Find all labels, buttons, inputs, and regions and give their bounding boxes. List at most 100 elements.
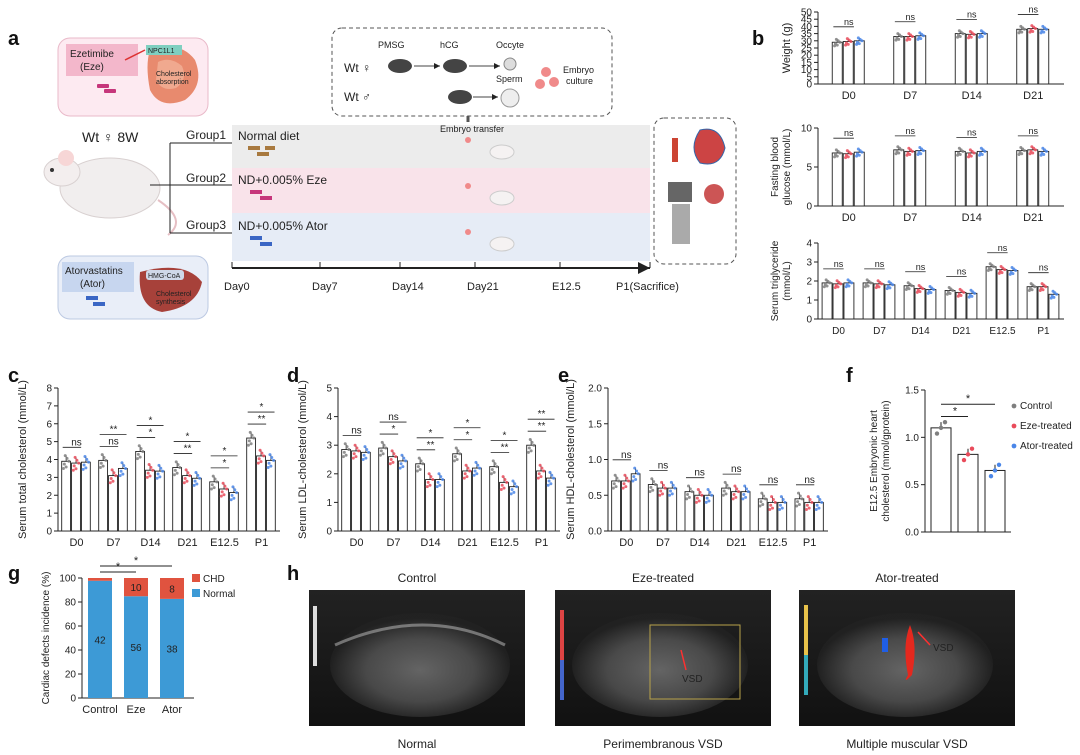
data-point — [908, 37, 912, 41]
data-point — [63, 454, 67, 458]
data-point — [258, 448, 262, 452]
data-point — [778, 503, 782, 507]
bar-count-normal: 38 — [166, 644, 178, 655]
data-point — [880, 282, 884, 286]
mouse-label: Wt ♀ 8W — [82, 129, 139, 145]
data-point — [364, 456, 368, 460]
data-point — [81, 467, 85, 471]
y-tick-label: 1 — [326, 498, 332, 509]
data-point — [846, 155, 850, 159]
data-point — [246, 443, 250, 447]
data-point — [997, 271, 1001, 275]
data-point — [983, 149, 987, 153]
data-point — [617, 479, 621, 483]
data-point — [1022, 27, 1026, 31]
y-tick-label: 0.0 — [588, 527, 602, 538]
data-point — [838, 151, 842, 155]
data-point — [1000, 271, 1004, 275]
y-tick-label: 40 — [65, 646, 77, 657]
significance-label: * — [223, 446, 227, 457]
y-axis-label: Weight (g) — [781, 23, 793, 74]
significance-label: * — [186, 432, 190, 443]
data-point — [983, 32, 987, 36]
data-point — [342, 450, 346, 454]
data-point — [673, 486, 677, 490]
data-point — [907, 287, 911, 291]
data-point — [661, 483, 665, 487]
chart-f: 0.0 0.5 1.0 1.5 E12.5 Embryonic heartcholest… — [869, 386, 1073, 539]
data-point — [266, 466, 270, 470]
data-point — [100, 453, 104, 457]
significance-label: ns — [834, 259, 844, 269]
data-point — [194, 471, 198, 475]
significance-label: ** — [427, 440, 435, 451]
data-point — [64, 465, 68, 469]
ultrasound-title: Ator-treated — [875, 571, 938, 585]
data-point — [621, 486, 625, 490]
bar — [831, 41, 843, 85]
significance-label: ** — [110, 424, 118, 435]
bar-normal — [88, 580, 112, 698]
x-tick-label: P1 — [255, 537, 268, 549]
data-point — [421, 462, 425, 466]
data-point — [894, 152, 898, 156]
data-point — [438, 483, 442, 487]
data-point — [99, 461, 103, 465]
wt-female-label: Wt ♀ — [344, 61, 371, 75]
data-point — [962, 290, 966, 294]
data-point — [257, 457, 261, 461]
data-point — [225, 487, 229, 491]
data-point — [844, 156, 848, 160]
embryo-transfer-label: Embryo transfer — [440, 124, 504, 134]
ultrasound-eze — [555, 590, 771, 726]
data-point — [926, 291, 930, 295]
bar — [954, 33, 966, 85]
data-point — [945, 292, 949, 296]
data-point — [221, 481, 225, 485]
data-point — [918, 290, 922, 294]
y-tick-label: 0 — [806, 80, 812, 91]
significance-label: ns — [905, 12, 915, 22]
data-point — [996, 462, 1002, 467]
data-point — [860, 150, 864, 154]
legend-marker — [1011, 423, 1017, 429]
data-point — [958, 153, 962, 157]
y-tick-label: 2.0 — [588, 384, 602, 395]
data-point — [833, 286, 837, 290]
diet-normal: Normal diet — [238, 129, 300, 143]
data-point — [612, 482, 616, 486]
y-tick-label: 45 — [801, 15, 813, 26]
data-point — [904, 288, 908, 292]
eze-inhibit-line — [124, 49, 146, 61]
group1-band — [232, 125, 650, 168]
data-point — [437, 472, 441, 476]
data-point — [1044, 285, 1048, 289]
data-point — [416, 465, 420, 469]
data-point — [510, 488, 514, 492]
panel-letter-h: h — [287, 563, 299, 585]
data-point — [379, 449, 383, 453]
timeline: Day0 Day7 Day14 Day21 E12.5 P1(Sacrifice) — [224, 262, 679, 293]
x-tick-label: D0 — [842, 90, 856, 102]
data-point — [465, 475, 469, 479]
x-tick-label: D21 — [457, 537, 477, 549]
x-tick-label: E12.5 — [210, 537, 239, 549]
data-point — [151, 468, 155, 472]
data-point — [528, 437, 532, 441]
bar — [360, 451, 371, 532]
group2-band — [232, 168, 650, 213]
data-point — [174, 460, 178, 464]
data-point — [634, 478, 638, 482]
data-point — [972, 32, 976, 36]
significance-label: * — [466, 418, 470, 429]
significance-label: ns — [844, 17, 854, 27]
bar — [1027, 149, 1039, 207]
significance-label: ns — [1039, 263, 1049, 273]
mouse-icon — [43, 150, 177, 236]
data-point — [779, 495, 783, 499]
panel-letter-c: c — [8, 365, 19, 387]
intestine-icon — [147, 46, 199, 104]
data-point — [229, 498, 233, 502]
data-point — [816, 495, 820, 499]
significance-label: ns — [71, 437, 82, 448]
